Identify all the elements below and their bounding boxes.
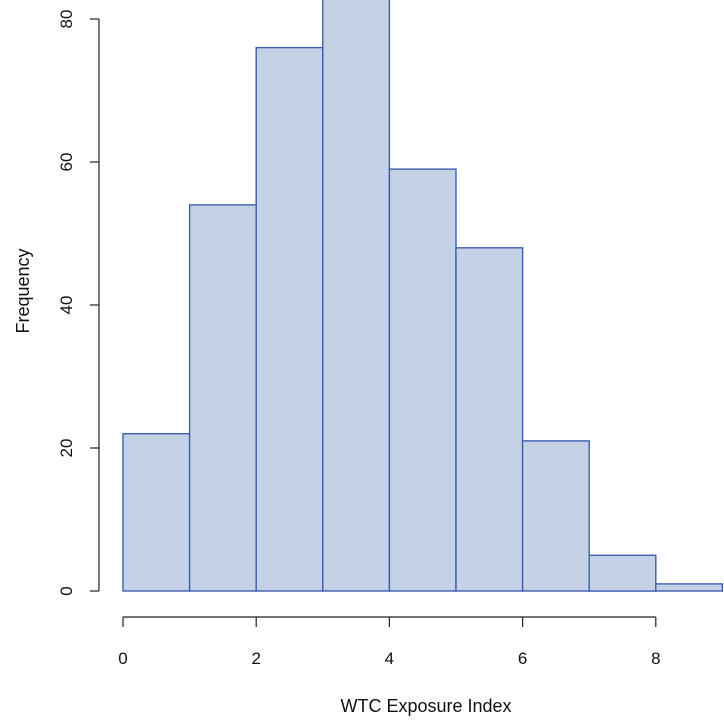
x-axis: 0 2 4 6 8 [118, 616, 661, 668]
y-tick-label-60: 60 [57, 153, 76, 172]
y-tick-label-20: 20 [57, 439, 76, 458]
y-tick-label-40: 40 [57, 296, 76, 315]
histogram-bar-5-6 [455, 247, 524, 592]
x-tick-label-0: 0 [118, 649, 127, 668]
bars-group [122, 0, 724, 592]
histogram-bar-0-1 [122, 433, 191, 592]
y-axis-title: Frequency [13, 248, 33, 333]
histogram-bar-4-5 [388, 168, 457, 592]
histogram-bar-8-9 [655, 583, 724, 592]
histogram-bar-6-7 [521, 440, 590, 592]
y-tick-label-80: 80 [57, 10, 76, 29]
x-tick-label-2: 2 [251, 649, 260, 668]
x-tick-label-8: 8 [651, 649, 660, 668]
y-tick-label-0: 0 [57, 586, 76, 595]
x-axis-title: WTC Exposure Index [340, 696, 511, 716]
histogram-bar-2-3 [255, 46, 324, 592]
histogram-bar-1-2 [188, 204, 257, 592]
x-tick-label-4: 4 [385, 649, 394, 668]
y-axis: 0 20 40 60 80 [57, 10, 100, 596]
histogram-bar-3-4 [322, 0, 391, 592]
histogram-bar-7-8 [588, 554, 657, 592]
x-tick-label-6: 6 [518, 649, 527, 668]
